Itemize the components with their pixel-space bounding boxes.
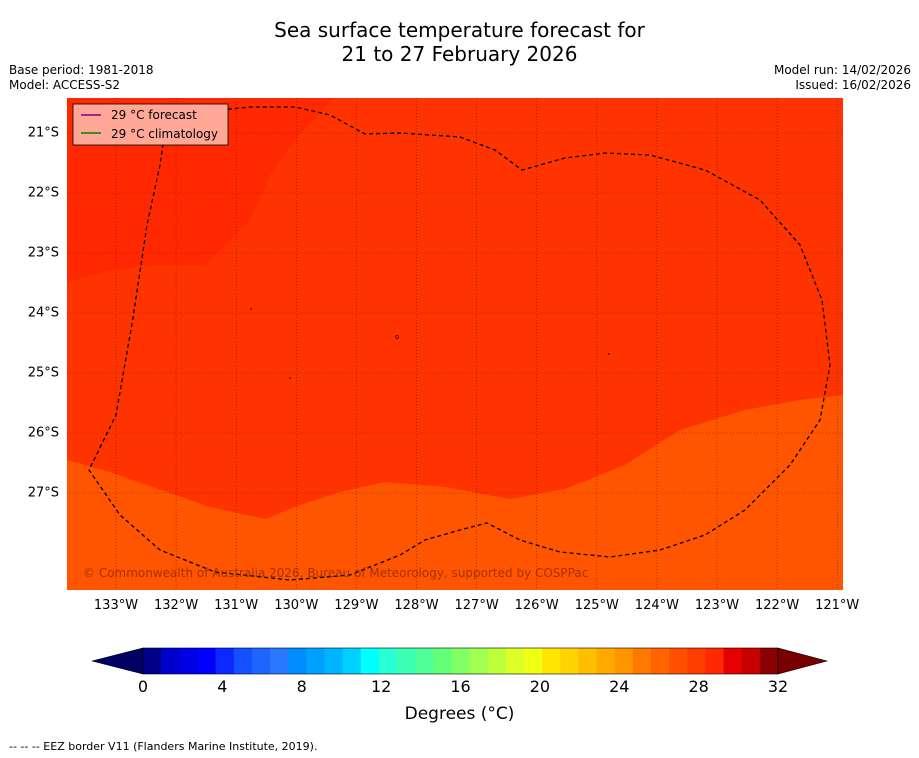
colorbar-cell (215, 648, 235, 674)
colorbar-cell (179, 648, 198, 674)
islet-1 (250, 308, 252, 310)
colorbar-tick-label: 24 (609, 677, 630, 696)
colorbar-cell (487, 648, 507, 674)
lon-label: 127°W (454, 598, 499, 613)
colorbar-cell (560, 648, 579, 674)
colorbar-outline (142, 647, 779, 675)
colorbar-over-arrow (777, 647, 829, 675)
colorbar-cell (143, 648, 162, 674)
colorbar-cell (542, 648, 561, 674)
colorbar-cell (433, 648, 452, 674)
colorbar-cell (397, 648, 416, 674)
colorbar-cell (669, 648, 688, 674)
islet-3 (608, 353, 610, 355)
lon-label: 122°W (755, 598, 800, 613)
lat-label: 27°S (27, 485, 59, 501)
colorbar-cell (632, 648, 652, 674)
lon-label: 131°W (214, 598, 259, 613)
colorbar-cell (651, 648, 670, 674)
colorbar-cell (378, 648, 398, 674)
colorbar-cell (415, 648, 434, 674)
colorbar-cell (469, 648, 489, 674)
lat-label: 23°S (27, 245, 59, 261)
colorbar-cell (741, 648, 761, 674)
eez-border (88, 106, 831, 581)
model-name: Model: ACCESS-S2 (9, 78, 121, 92)
legend-climatology-label: 29 °C climatology (111, 127, 218, 141)
colorbar-cell (288, 648, 307, 674)
lat-label: 22°S (27, 185, 59, 201)
colorbar-tick-label: 16 (450, 677, 471, 696)
colorbar-tick-label: 4 (217, 677, 228, 696)
colorbar-tick-label: 28 (688, 677, 709, 696)
colorbar-tick-label: 20 (529, 677, 551, 696)
colorbar-cell (270, 648, 289, 674)
lon-label: 129°W (334, 598, 379, 613)
lon-label: 128°W (394, 598, 439, 613)
colorbar-cell (451, 648, 471, 674)
colorbar-cell (161, 648, 180, 674)
legend-forecast-label: 29 °C forecast (111, 108, 197, 122)
lat-label: 24°S (27, 305, 59, 321)
legend-box: 29 °C forecast 29 °C climatology (72, 103, 229, 146)
colorbar-cell (687, 648, 706, 674)
colorbar-cell (596, 648, 616, 674)
lon-label: 121°W (815, 598, 860, 613)
lon-label: 132°W (154, 598, 199, 613)
colorbar-cell (251, 648, 271, 674)
map-title: Sea surface temperature forecast for 21 … (0, 18, 919, 66)
meta-right: Model run: 14/02/2026 Issued: 16/02/2026 (774, 63, 911, 93)
colorbar-tick-label: 8 (296, 677, 307, 696)
colorbar-cell (705, 648, 725, 674)
lon-label: 126°W (514, 598, 559, 613)
copyright-text: © Commonwealth of Australia 2026, Bureau… (83, 566, 588, 580)
colorbar-cell (197, 648, 217, 674)
lon-label: 130°W (274, 598, 319, 613)
islet-2 (289, 377, 291, 379)
title-line-2: 21 to 27 February 2026 (341, 42, 578, 66)
lon-label: 123°W (694, 598, 740, 613)
colorbar-cell (524, 648, 543, 674)
colorbar (91, 647, 829, 675)
lat-label: 21°S (27, 125, 59, 141)
model-run: Model run: 14/02/2026 (773, 63, 911, 77)
colorbar-cell (360, 648, 380, 674)
map-panel: o © Commonwealth of Australia 2026, Bure… (67, 98, 843, 590)
colorbar-cell (723, 648, 743, 674)
title-line-1: Sea surface temperature forecast for (274, 18, 645, 42)
lon-label: 125°W (574, 598, 619, 613)
sst-cool-region (67, 395, 843, 590)
colorbar-label: Degrees (°C) (404, 704, 515, 724)
colorbar-cell (578, 648, 598, 674)
island-a: o (395, 333, 399, 341)
meta-left: Base period: 1981-2018 Model: ACCESS-S2 (9, 63, 154, 93)
colorbar-under-arrow (91, 647, 144, 675)
colorbar-cell (306, 648, 325, 674)
colorbar-tick-label: 32 (767, 677, 789, 696)
lon-label: 133°W (93, 598, 139, 613)
base-period: Base period: 1981-2018 (9, 63, 154, 77)
colorbar-cell (614, 648, 634, 674)
lat-label: 26°S (27, 425, 59, 441)
footer-note: -- -- -- EEZ border V11 (Flanders Marine… (9, 740, 318, 753)
colorbar-tick-label: 0 (137, 677, 149, 696)
colorbar-cell (505, 648, 525, 674)
colorbar-tick-label: 12 (370, 677, 392, 696)
colorbar-cell (759, 648, 779, 674)
lat-label: 25°S (27, 365, 59, 381)
issued-date: Issued: 16/02/2026 (795, 78, 911, 92)
colorbar-cell (233, 648, 253, 674)
colorbar-cell (324, 648, 344, 674)
lon-label: 124°W (634, 598, 679, 613)
colorbar-cell (342, 648, 362, 674)
